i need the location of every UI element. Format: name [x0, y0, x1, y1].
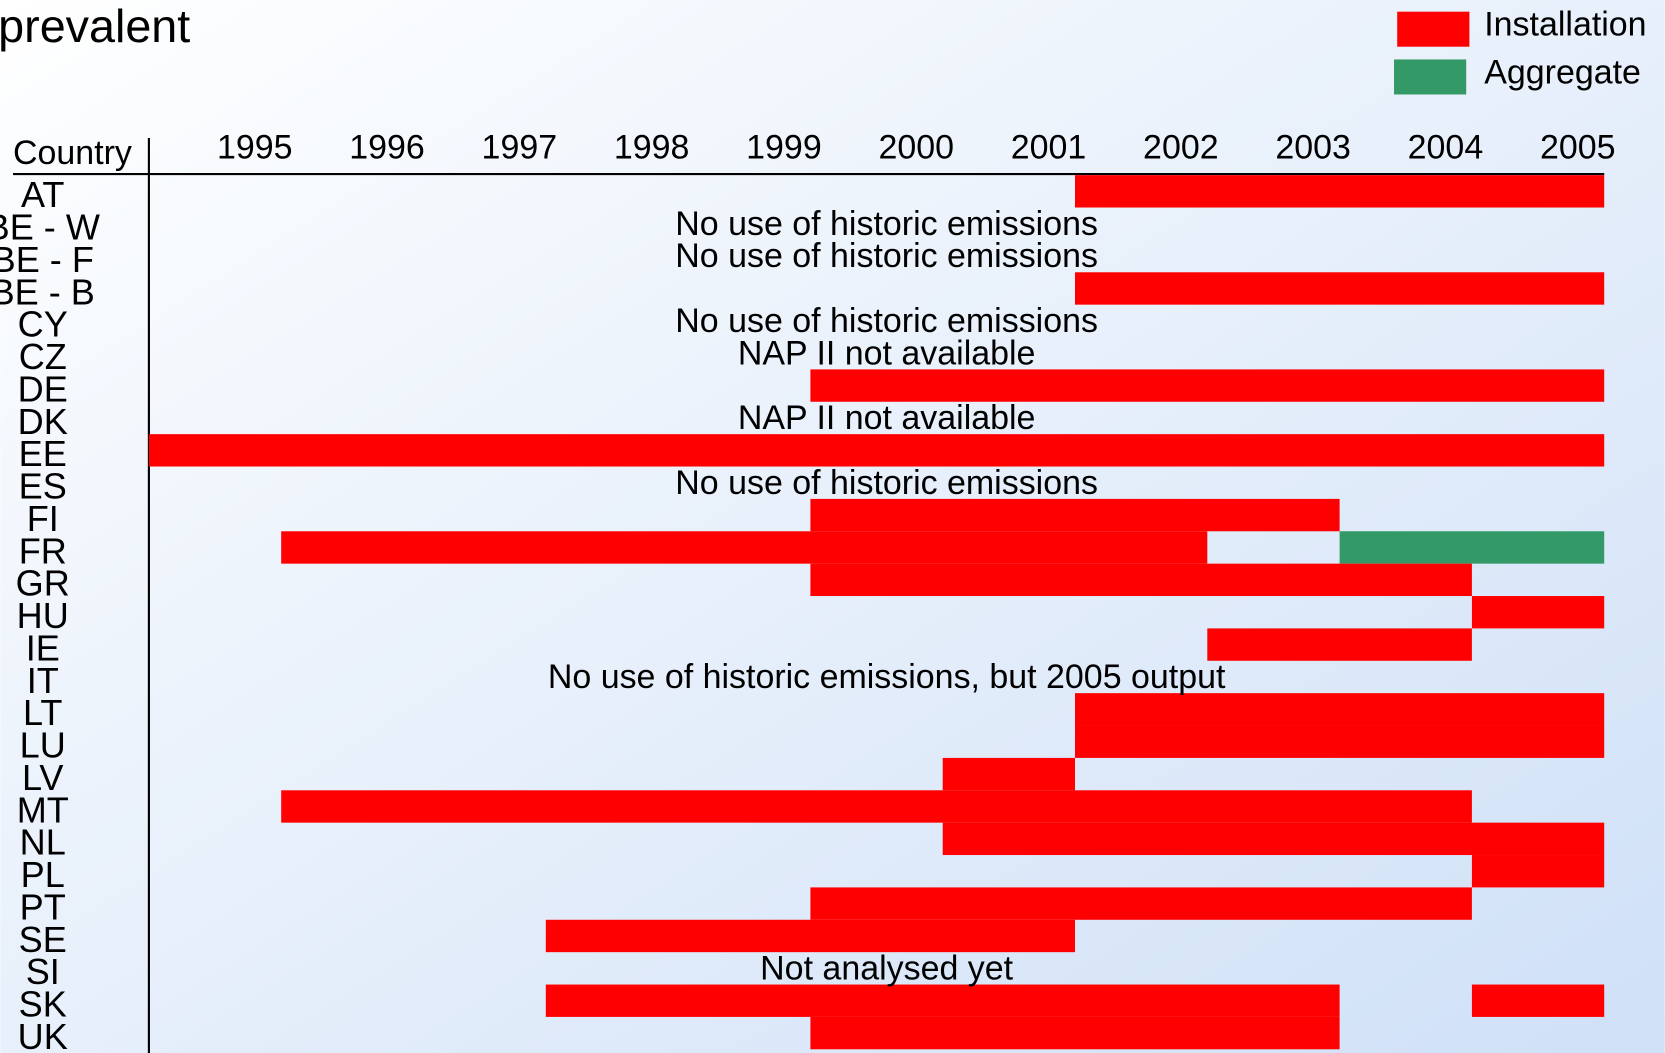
timeline-bar — [148, 434, 1605, 467]
x-tick-label: 2000 — [878, 129, 954, 167]
legend-label: Aggregate — [1484, 53, 1641, 91]
row-note: No use of historic emissions, but 2005 o… — [548, 658, 1226, 696]
timeline-bar — [281, 790, 1472, 823]
row-label: UK — [18, 1016, 68, 1053]
row-label: PL — [21, 854, 65, 895]
row-label: GR — [16, 563, 70, 604]
x-tick-label: 1997 — [482, 129, 558, 167]
legend-label: Installation — [1484, 6, 1646, 44]
row-note: Not analysed yet — [760, 949, 1013, 987]
x-tick-label: 2001 — [1011, 129, 1087, 167]
timeline-bar — [281, 531, 1208, 564]
timeline-bar — [1471, 596, 1605, 629]
timeline-bar — [1075, 725, 1605, 758]
row-label: LU — [20, 725, 66, 766]
x-tick-label: 2003 — [1275, 129, 1351, 167]
x-tick-label: 1996 — [349, 129, 425, 167]
timeline-bar — [810, 563, 1472, 597]
row-note: No use of historic emissions — [675, 464, 1098, 502]
row-label: CY — [18, 304, 68, 345]
row-label: AT — [21, 174, 64, 215]
row-label: FI — [27, 498, 59, 539]
row-note: NAP II not available — [738, 334, 1036, 372]
timeline-bar — [545, 984, 1340, 1017]
timeline-bar — [1339, 531, 1605, 564]
timeline-bar — [1075, 693, 1605, 726]
x-tick-label: 2002 — [1143, 129, 1219, 167]
row-label: MT — [17, 789, 69, 830]
row-label: IE — [26, 627, 60, 668]
row-note: NAP II not available — [738, 399, 1036, 437]
row-note: No use of historic emissions — [675, 302, 1098, 340]
row-label: IT — [27, 660, 59, 701]
row-label: LT — [23, 692, 62, 733]
row-label: BE - B — [0, 271, 95, 312]
x-tick-label: 1995 — [217, 129, 293, 167]
timeline-bar — [810, 369, 1605, 402]
row-note: No use of historic emissions — [675, 237, 1098, 275]
x-tick-label: 1998 — [614, 129, 690, 167]
row-label: DE — [18, 368, 68, 409]
row-label: PT — [20, 886, 66, 927]
row-label: NL — [20, 822, 66, 863]
x-tick-label: 1999 — [746, 129, 822, 167]
timeline-bar — [810, 498, 1340, 532]
timeline-bar — [1207, 628, 1472, 661]
row-label: SK — [19, 984, 67, 1025]
timeline-bar — [545, 919, 1076, 953]
row-label: FR — [19, 530, 67, 571]
chart-title: prevalent — [0, 0, 190, 52]
timeline-bar — [1075, 175, 1605, 208]
timeline-bar — [1471, 984, 1605, 1017]
row-label: SI — [26, 951, 60, 992]
timeline-bar — [942, 757, 1076, 791]
row-header: Country — [13, 134, 132, 172]
row-label: LV — [22, 757, 63, 798]
row-label: SE — [19, 919, 67, 960]
row-label: ES — [19, 466, 67, 507]
legend-swatch — [1394, 59, 1467, 95]
timeline-bar — [942, 822, 1605, 856]
x-tick-label: 2004 — [1408, 129, 1484, 167]
row-label: EE — [19, 433, 67, 474]
row-label: BE - F — [0, 239, 94, 280]
timeline-bar — [810, 887, 1472, 920]
row-note: No use of historic emissions — [675, 205, 1098, 243]
x-tick-label: 2005 — [1540, 129, 1616, 167]
timeline-bar — [1075, 272, 1605, 305]
row-label: HU — [17, 595, 69, 636]
row-label: BE - W — [0, 207, 100, 248]
legend-swatch — [1397, 11, 1470, 47]
row-label: CZ — [19, 336, 67, 377]
timeline-bar — [1471, 855, 1605, 888]
row-label: DK — [18, 401, 68, 442]
timeline-bar — [810, 1016, 1340, 1050]
